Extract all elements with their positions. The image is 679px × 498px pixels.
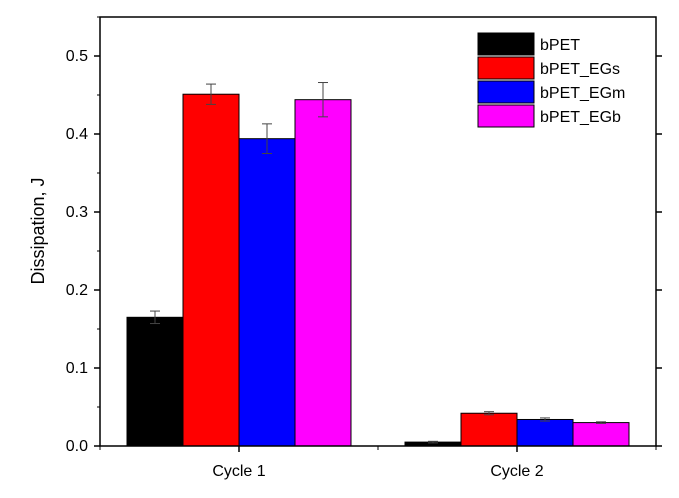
bar-bPET_EGm-cycle-2 xyxy=(516,418,574,447)
bar-bPET_EGb-cycle-2 xyxy=(572,422,630,447)
legend-swatch xyxy=(477,56,535,80)
legend-item-bPET: bPET xyxy=(477,32,580,56)
bar-bPET_EGs-cycle-1 xyxy=(182,93,240,447)
bar-bPET_EGm-cycle-1 xyxy=(238,138,296,447)
bar-bPET-cycle-1 xyxy=(126,316,184,447)
y-tick-label: 0.5 xyxy=(66,48,88,65)
legend-swatch xyxy=(477,104,535,128)
error-bar-bPET-cycle-1 xyxy=(150,310,160,325)
error-bar-bPET-cycle-2 xyxy=(428,440,438,444)
error-bars-layer xyxy=(150,82,606,444)
y-axis-label: Dissipation, J xyxy=(28,177,48,284)
y-tick-label: 0.0 xyxy=(66,438,88,455)
x-tick-label: Cycle 1 xyxy=(212,463,265,480)
y-tick-label: 0.3 xyxy=(66,204,88,221)
y-tick-label: 0.1 xyxy=(66,360,88,377)
bar-bPET_EGs-cycle-2 xyxy=(460,412,518,447)
y-tick-label: 0.2 xyxy=(66,282,88,299)
error-bar-bPET_EGm-cycle-2 xyxy=(540,417,550,422)
x-tick-label: Cycle 2 xyxy=(490,463,543,480)
legend-label: bPET_EGs xyxy=(540,61,620,78)
legend-item-bPET_EGm: bPET_EGm xyxy=(477,80,625,104)
legend-label: bPET xyxy=(540,37,580,54)
x-axis-ticks: Cycle 1 Cycle 2 xyxy=(99,446,657,480)
legend-label: bPET_EGm xyxy=(540,85,625,102)
error-bar-bPET_EGb-cycle-2 xyxy=(596,421,606,424)
legend-swatch xyxy=(477,80,535,104)
legend-item-bPET_EGs: bPET_EGs xyxy=(477,56,620,80)
error-bar-bPET_EGb-cycle-1 xyxy=(318,82,328,118)
legend-label: bPET_EGb xyxy=(540,109,621,126)
bars-layer xyxy=(126,93,630,447)
legend-swatch xyxy=(477,32,535,56)
y-tick-label: 0.4 xyxy=(66,126,88,143)
legend: bPET bPET_EGs bPET_EGm bPET_EGb xyxy=(477,32,625,128)
error-bar-bPET_EGm-cycle-1 xyxy=(262,123,272,154)
error-bar-bPET_EGs-cycle-1 xyxy=(206,83,216,105)
error-bar-bPET_EGs-cycle-2 xyxy=(484,411,494,416)
bar-bPET_EGb-cycle-1 xyxy=(294,99,352,447)
y-axis-ticks: 0.0 0.1 0.2 0.3 0.4 0.5 xyxy=(66,16,662,455)
legend-item-bPET_EGb: bPET_EGb xyxy=(477,104,621,128)
